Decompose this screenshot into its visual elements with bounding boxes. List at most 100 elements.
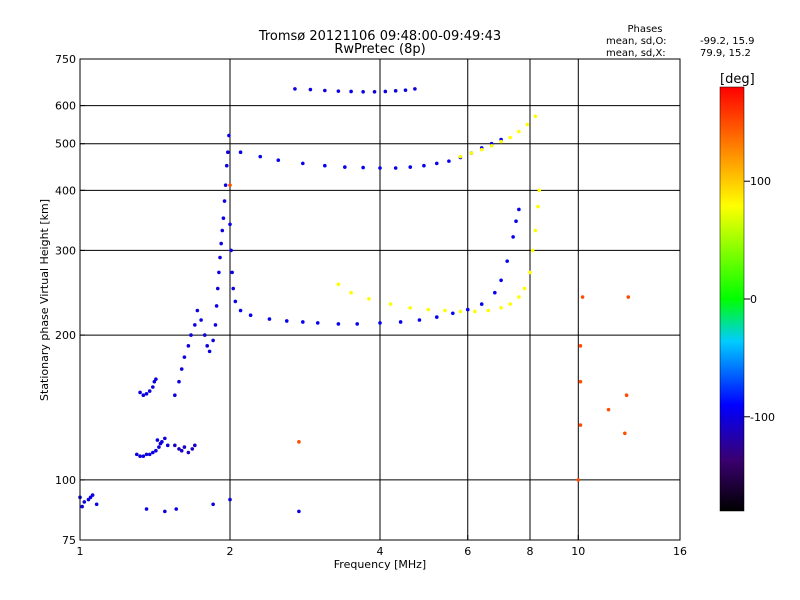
data-point <box>163 509 167 514</box>
data-point <box>301 161 305 166</box>
data-point <box>517 207 521 212</box>
data-point <box>193 323 197 327</box>
data-point <box>473 309 477 314</box>
data-point <box>522 286 527 291</box>
data-point <box>179 448 184 453</box>
data-point <box>508 135 512 140</box>
colorbar-label: [deg] <box>720 72 755 87</box>
data-point <box>434 315 439 319</box>
data-point <box>361 90 365 94</box>
data-point <box>626 295 631 299</box>
data-point <box>499 278 503 283</box>
x-tick-label: 10 <box>571 545 585 558</box>
data-point <box>578 344 583 348</box>
data-point <box>138 454 142 459</box>
colorbar: [deg] 100 0 -100 <box>719 72 775 512</box>
data-point <box>238 308 243 313</box>
data-point <box>144 507 149 511</box>
colorbar-tick-label: 0 <box>750 293 757 306</box>
stats-x-label: mean, sd,X: <box>606 48 666 59</box>
y-tick-label: 75 <box>62 534 76 547</box>
x-tick-label: 1 <box>77 545 84 558</box>
data-point <box>199 318 203 322</box>
data-point <box>378 321 382 325</box>
data-point <box>182 355 187 359</box>
data-point <box>158 441 163 446</box>
data-point <box>479 147 484 152</box>
data-point <box>486 308 491 313</box>
data-point <box>528 270 532 275</box>
data-point <box>393 89 398 93</box>
data-point <box>179 367 184 371</box>
chart-title: Tromsø 20121106 09:48:00-09:49:43 <box>258 29 501 44</box>
data-point <box>217 270 221 275</box>
x-tick-label: 2 <box>227 545 234 558</box>
data-point <box>533 228 538 233</box>
data-point <box>393 166 398 170</box>
data-point <box>213 323 218 327</box>
data-point <box>623 431 627 436</box>
data-point <box>378 166 382 170</box>
stats-o-label: mean, sd,O: <box>606 36 667 47</box>
data-point <box>434 161 439 166</box>
data-point <box>238 150 243 155</box>
data-point <box>221 216 226 221</box>
data-point <box>398 320 403 324</box>
stats-heading: Phases <box>627 24 662 35</box>
data-point <box>144 392 149 396</box>
data-point <box>227 133 231 138</box>
data-point <box>293 87 297 91</box>
data-point <box>226 150 230 155</box>
data-point <box>499 139 503 144</box>
data-point <box>413 87 417 91</box>
data-point <box>207 349 212 354</box>
data-point <box>141 393 146 398</box>
data-point <box>82 500 87 504</box>
data-point <box>297 509 301 514</box>
data-point <box>323 88 327 93</box>
data-point <box>154 448 158 453</box>
stats-x-values: 79.9, 15.2 <box>700 48 751 59</box>
data-point <box>163 436 167 441</box>
data-point <box>493 290 497 295</box>
data-point <box>88 495 93 500</box>
x-tick-label: 8 <box>527 545 534 558</box>
stats-o-values: -99.2, 15.9 <box>700 36 755 47</box>
data-point <box>417 318 422 322</box>
data-point <box>297 440 301 444</box>
data-point <box>202 333 207 337</box>
data-point <box>511 235 515 239</box>
data-point <box>231 286 236 291</box>
data-point <box>422 163 426 168</box>
data-point <box>451 311 455 316</box>
data-point <box>155 438 160 442</box>
grid <box>80 59 680 540</box>
data-point <box>267 317 272 321</box>
data-point <box>177 379 181 384</box>
x-tick-label: 4 <box>377 545 384 558</box>
data-point <box>228 497 232 502</box>
y-tick-label: 200 <box>55 329 76 342</box>
data-point <box>361 165 365 170</box>
data-point <box>499 305 503 310</box>
data-point <box>224 163 229 168</box>
data-point <box>408 165 413 169</box>
data-point <box>215 286 220 291</box>
data-point <box>229 248 233 253</box>
colorbar-gradient <box>719 86 745 512</box>
data-point <box>147 389 152 393</box>
y-tick-label: 300 <box>55 244 76 257</box>
data-point <box>443 308 447 313</box>
data-point <box>489 143 494 148</box>
data-point <box>349 89 353 94</box>
data-point <box>86 497 91 502</box>
data-point <box>367 296 371 301</box>
x-tick-label: 6 <box>464 545 471 558</box>
data-point <box>211 338 215 343</box>
data-point <box>173 443 177 448</box>
data-point <box>388 302 393 306</box>
data-point <box>308 87 313 92</box>
data-point <box>80 504 84 509</box>
data-point <box>222 199 227 203</box>
